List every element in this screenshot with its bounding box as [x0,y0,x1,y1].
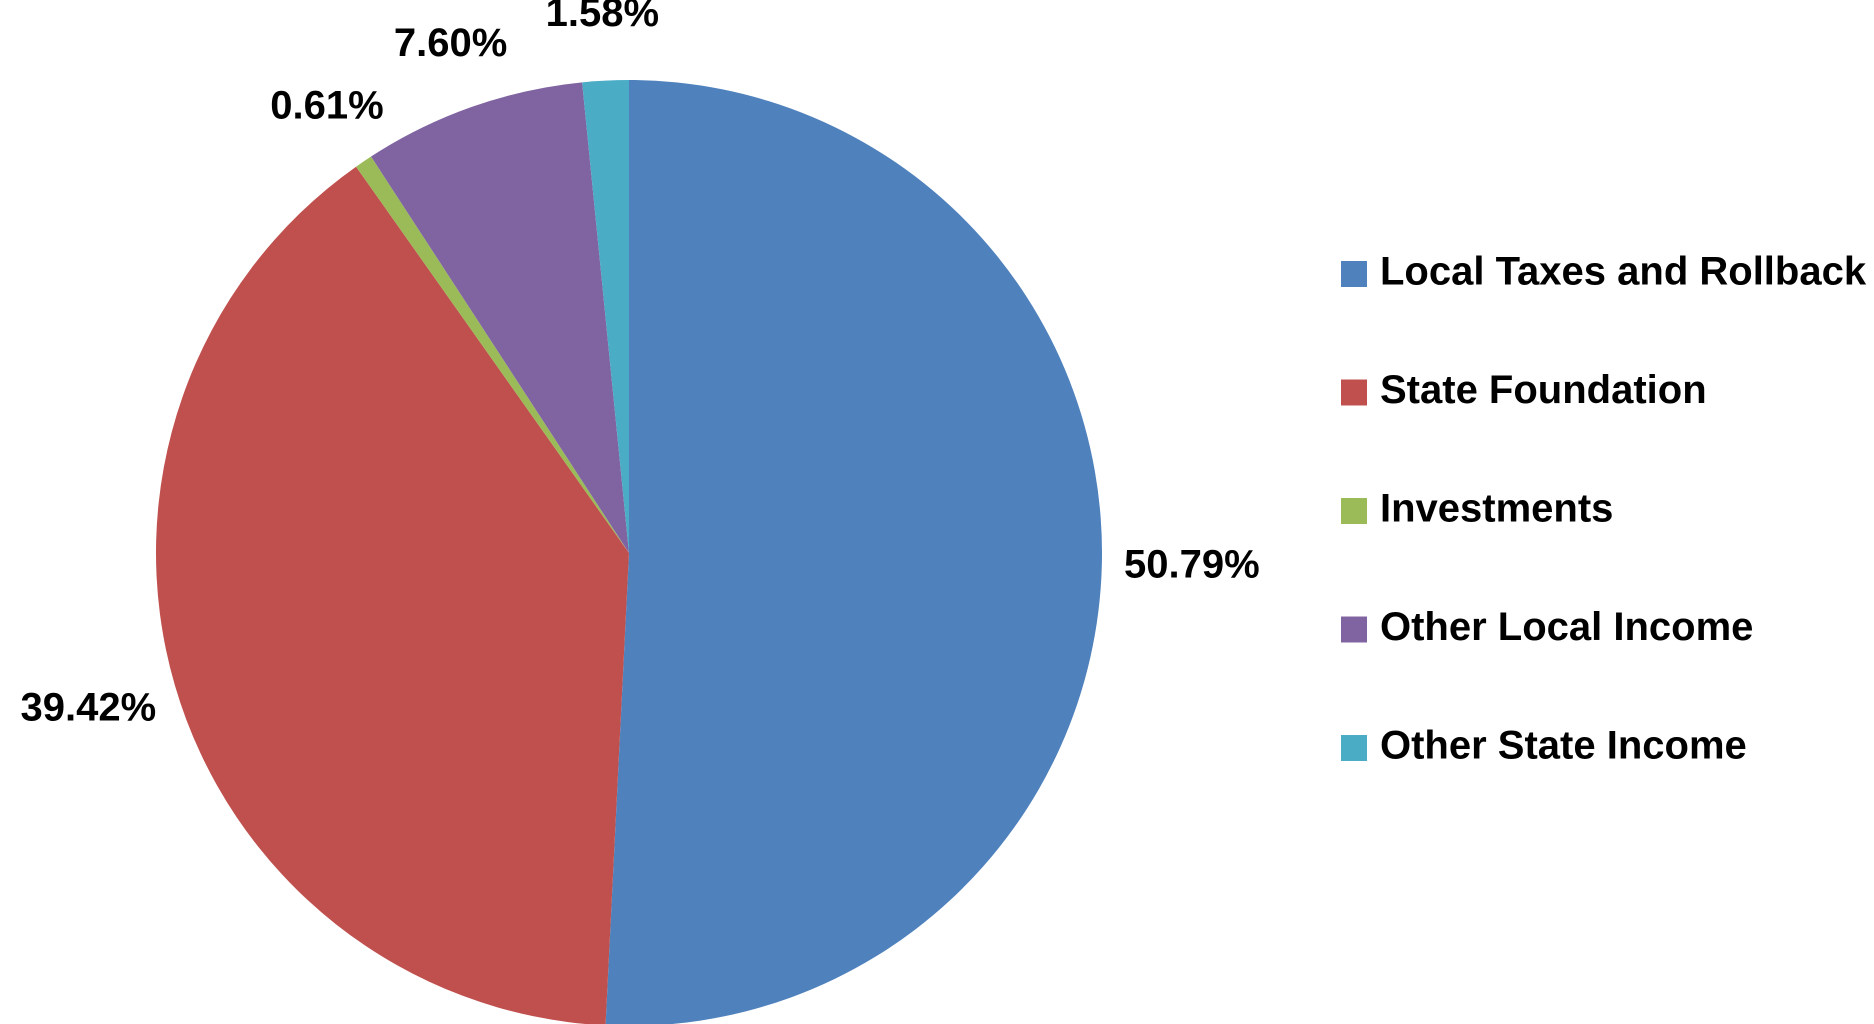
legend-swatch [1341,735,1367,761]
pie-slice [582,80,629,553]
legend-label: Other Local Income [1380,605,1753,649]
legend-label: State Foundation [1380,368,1707,412]
data-label: 7.60% [394,21,507,65]
pie-slice [155,166,629,1024]
pie-slice [356,156,629,553]
legend-label: Other State Income [1380,724,1747,768]
data-label: 39.42% [21,686,157,730]
legend-swatch [1341,261,1367,287]
pie-slice [605,80,1102,1024]
legend-label: Investments [1380,487,1613,531]
data-label: 0.61% [270,83,383,127]
legend-label: Local Taxes and Rollback [1380,250,1867,294]
legend-swatch [1341,379,1367,406]
data-label: 50.79% [1124,543,1260,587]
pie-slice [371,82,629,553]
data-label: 1.58% [546,0,659,35]
legend-swatch [1341,616,1367,643]
legend-swatch [1341,498,1367,524]
